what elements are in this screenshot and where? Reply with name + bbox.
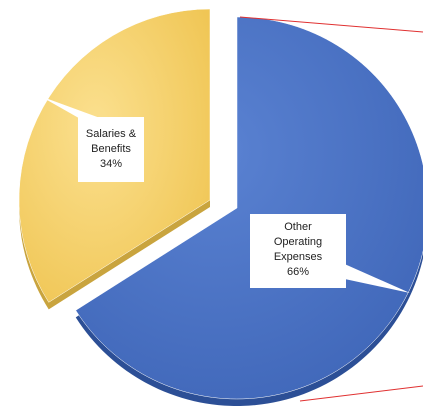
connector-line	[239, 16, 423, 33]
connector-line	[299, 385, 423, 402]
callout-pointer	[40, 96, 100, 121]
data-label: Salaries & Benefits 34%	[78, 117, 144, 182]
callout-pointer	[340, 262, 410, 293]
slice	[75, 16, 423, 400]
data-label: Other Operating Expenses 66%	[250, 214, 346, 288]
